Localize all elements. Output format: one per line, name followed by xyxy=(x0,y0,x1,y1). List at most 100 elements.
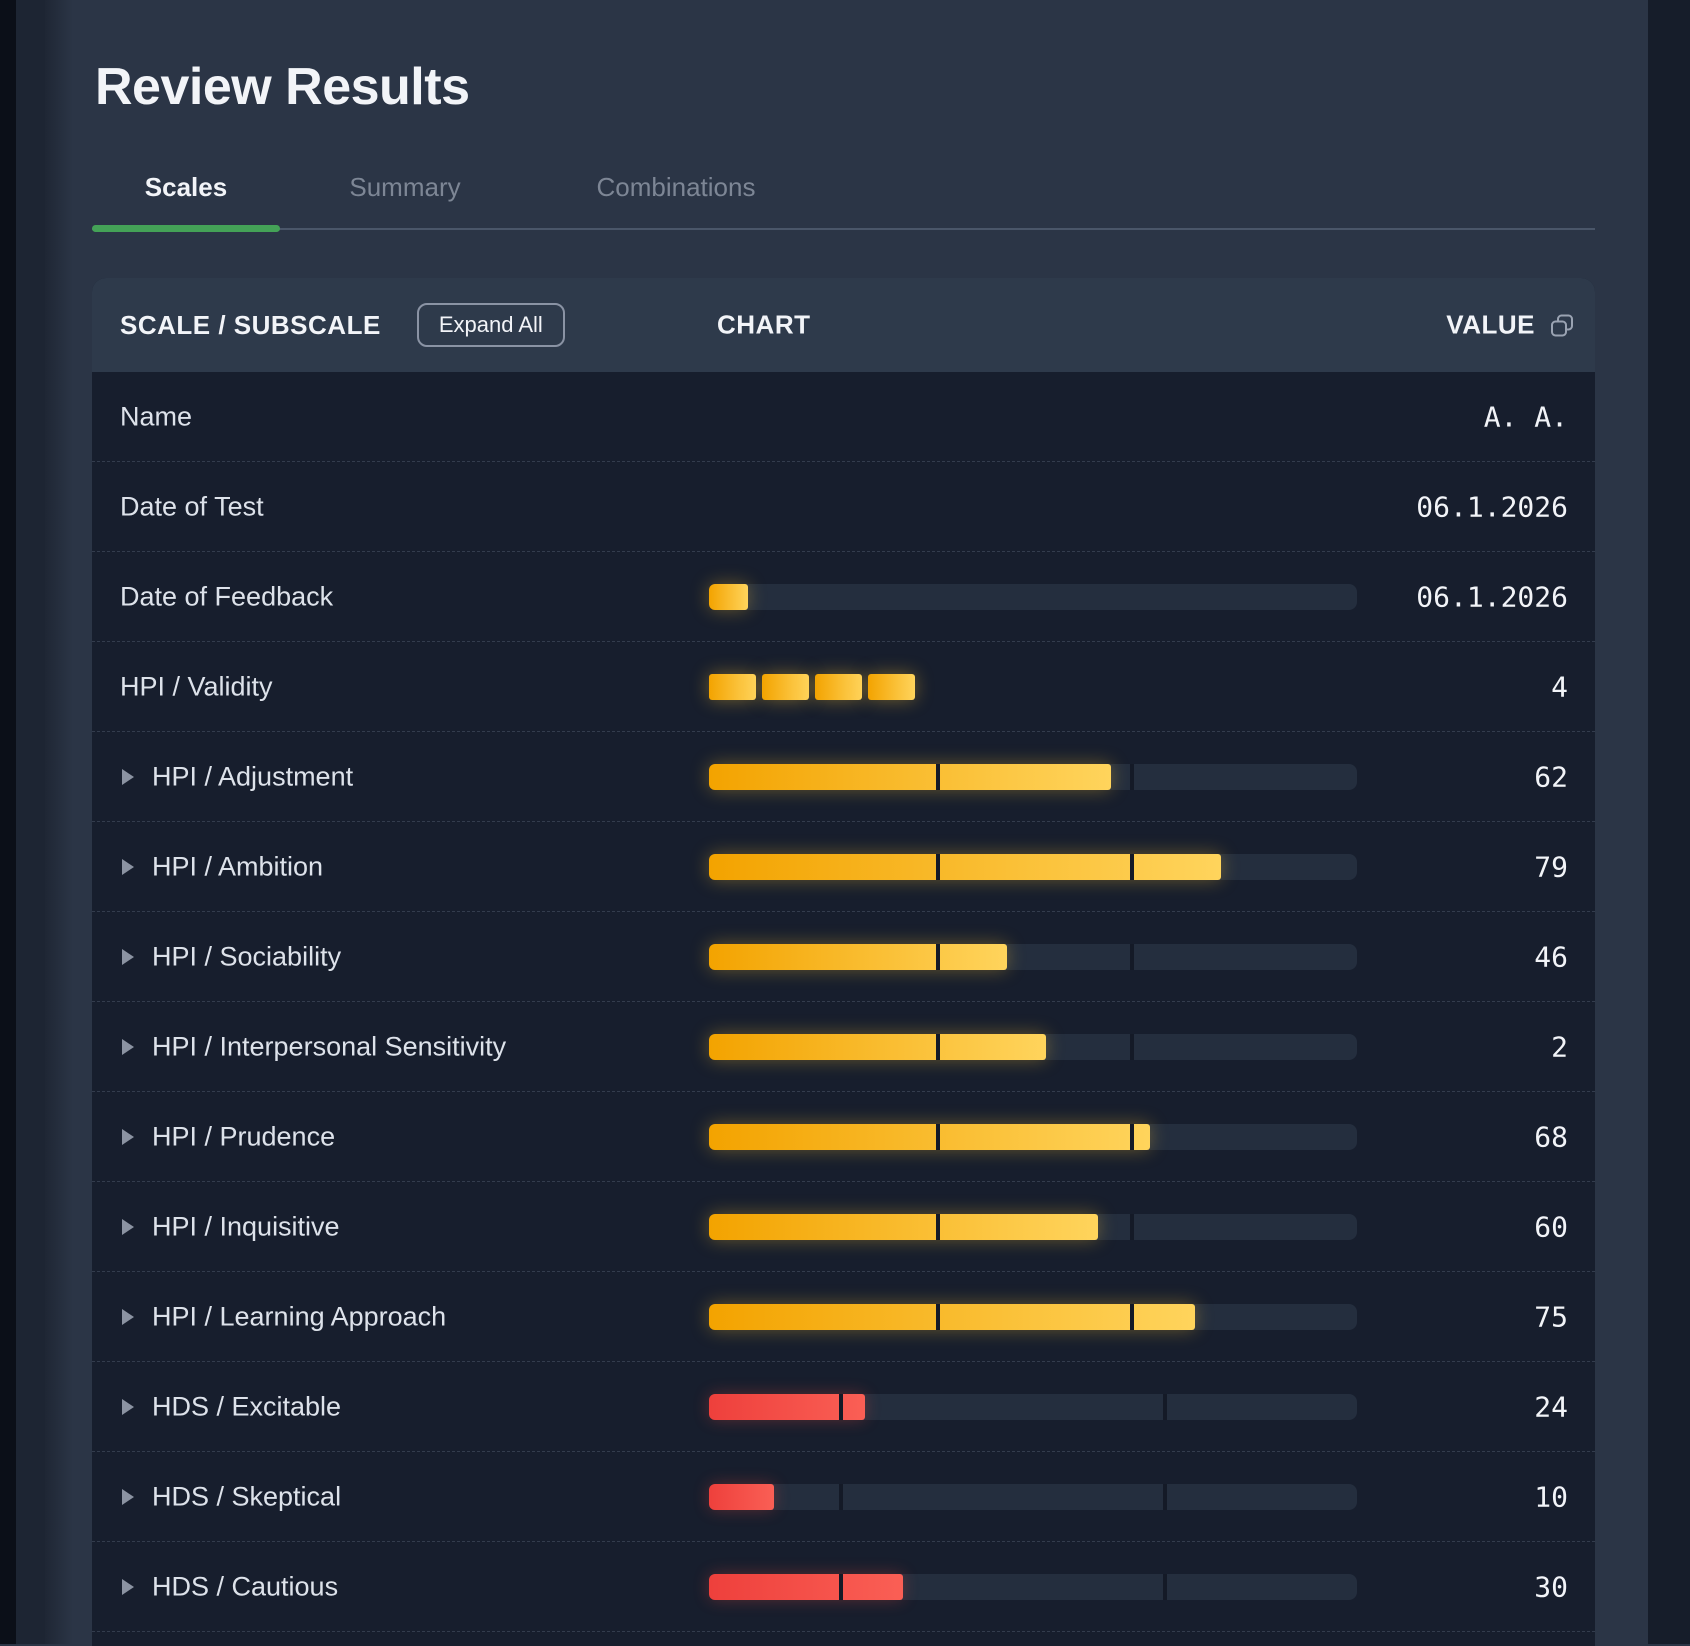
expand-row-icon[interactable] xyxy=(122,768,134,785)
band-divider xyxy=(936,1214,940,1240)
table-row: HPI / Adjustment 62 xyxy=(92,732,1595,822)
row-value: 10 xyxy=(1534,1480,1568,1513)
table-row: Date of Test 06.1.2026 xyxy=(92,462,1595,552)
band-divider xyxy=(1163,1574,1167,1600)
row-label: HPI / Adjustment xyxy=(152,761,354,791)
expand-all-button[interactable]: Expand All xyxy=(416,303,565,347)
band-divider xyxy=(1163,1484,1167,1510)
row-value: 4 xyxy=(1551,670,1568,703)
chart-bar-track xyxy=(709,1484,1357,1510)
row-value: A. A. xyxy=(1483,400,1568,433)
table-row: HPI / Interpersonal Sensitivity 2 xyxy=(92,1002,1595,1092)
expand-row-icon[interactable] xyxy=(122,1488,134,1505)
window-left-edge xyxy=(0,0,16,1644)
chart-bar-fill xyxy=(709,854,1221,880)
row-label: Name xyxy=(120,401,193,431)
expand-row-icon[interactable] xyxy=(122,1578,134,1595)
band-divider xyxy=(936,854,940,880)
chart-bar-segment xyxy=(762,674,809,700)
row-label: Date of Feedback xyxy=(120,581,334,611)
row-label: HPI / Validity xyxy=(120,671,273,701)
chart-bar-track xyxy=(709,854,1357,880)
band-divider xyxy=(839,1484,843,1510)
chart-bar-fill xyxy=(709,1304,1195,1330)
band-divider xyxy=(1130,764,1134,790)
sheet-shadow xyxy=(45,0,73,1644)
expand-row-icon[interactable] xyxy=(122,1038,134,1055)
expand-row-icon[interactable] xyxy=(122,858,134,875)
table-row: Date of Feedback 06.1.2026 xyxy=(92,552,1595,642)
row-value: 79 xyxy=(1534,850,1568,883)
table-row: HDS / Skeptical 10 xyxy=(92,1452,1595,1542)
table-row: HPI / Inquisitive 60 xyxy=(92,1182,1595,1272)
band-divider xyxy=(936,944,940,970)
band-divider xyxy=(936,1304,940,1330)
tab-separator-line xyxy=(92,228,1595,230)
tab-scales[interactable]: Scales xyxy=(144,172,228,202)
chart-bar-fill xyxy=(709,764,1111,790)
chart-bar-fill xyxy=(709,944,1007,970)
band-divider xyxy=(1130,854,1134,880)
window-right-edge xyxy=(1648,0,1690,1644)
row-label: HPI / Sociability xyxy=(152,941,342,971)
chart-column-header: CHART xyxy=(717,309,811,340)
row-label: HPI / Ambition xyxy=(152,851,324,881)
band-divider xyxy=(936,1034,940,1060)
chart-block-bar xyxy=(709,674,1357,700)
active-tab-underline xyxy=(92,225,280,232)
value-column-header: VALUE xyxy=(1446,309,1535,340)
chart-bar-segment xyxy=(815,674,862,700)
row-value: 30 xyxy=(1534,1570,1568,1603)
expand-row-icon[interactable] xyxy=(122,948,134,965)
row-value: 46 xyxy=(1534,940,1568,973)
row-label: HPI / Inquisitive xyxy=(152,1211,340,1241)
row-value: 06.1.2026 xyxy=(1416,580,1568,613)
band-divider xyxy=(839,1574,843,1600)
row-label: Date of Test xyxy=(120,491,264,521)
chart-bar-track xyxy=(709,584,1357,610)
band-divider xyxy=(1163,1394,1167,1420)
row-label: HPI / Interpersonal Sensitivity xyxy=(152,1031,507,1061)
scale-column-header: SCALE / SUBSCALE xyxy=(120,309,381,340)
row-label: HDS / Excitable xyxy=(152,1391,342,1421)
expand-row-icon[interactable] xyxy=(122,1218,134,1235)
band-divider xyxy=(1130,1124,1134,1150)
row-value: 75 xyxy=(1534,1300,1568,1333)
table-row: HDS / Cautious 30 xyxy=(92,1542,1595,1632)
row-value: 06.1.2026 xyxy=(1416,490,1568,523)
table-header: SCALE / SUBSCALE Expand All CHART VALUE xyxy=(92,278,1595,372)
results-table: SCALE / SUBSCALE Expand All CHART VALUE … xyxy=(92,278,1595,1646)
chart-bar-fill xyxy=(709,1574,903,1600)
page-title: Review Results xyxy=(95,57,470,116)
table-row: HPI / Sociability 46 xyxy=(92,912,1595,1002)
band-divider xyxy=(1130,1034,1134,1060)
chart-bar-segment xyxy=(868,674,915,700)
chart-bar-fill xyxy=(709,584,748,610)
band-divider xyxy=(936,1124,940,1150)
tab-summary[interactable]: Summary xyxy=(349,172,461,202)
expand-row-icon[interactable] xyxy=(122,1398,134,1415)
chart-bar-track xyxy=(709,944,1357,970)
band-divider xyxy=(936,764,940,790)
row-value: 24 xyxy=(1534,1390,1568,1423)
chart-bar-track xyxy=(709,1394,1357,1420)
table-row: HPI / Ambition 79 xyxy=(92,822,1595,912)
copy-icon[interactable] xyxy=(1549,312,1575,338)
chart-bar-segment xyxy=(709,674,756,700)
table-row: Name A. A. xyxy=(92,372,1595,462)
band-divider xyxy=(839,1394,843,1420)
expand-row-icon[interactable] xyxy=(122,1308,134,1325)
row-label: HPI / Learning Approach xyxy=(152,1301,447,1331)
table-row: HPI / Prudence 68 xyxy=(92,1092,1595,1182)
row-label: HDS / Skeptical xyxy=(152,1481,342,1511)
table-row: HPI / Learning Approach 75 xyxy=(92,1272,1595,1362)
row-value: 2 xyxy=(1551,1030,1568,1063)
tab-combinations[interactable]: Combinations xyxy=(596,172,756,202)
chart-bar-track xyxy=(709,764,1357,790)
band-divider xyxy=(1130,1214,1134,1240)
chart-bar-fill xyxy=(709,1124,1150,1150)
chart-bar-track xyxy=(709,1574,1357,1600)
chart-bar-track xyxy=(709,1214,1357,1240)
expand-row-icon[interactable] xyxy=(122,1128,134,1145)
chart-bar-fill xyxy=(709,1214,1098,1240)
